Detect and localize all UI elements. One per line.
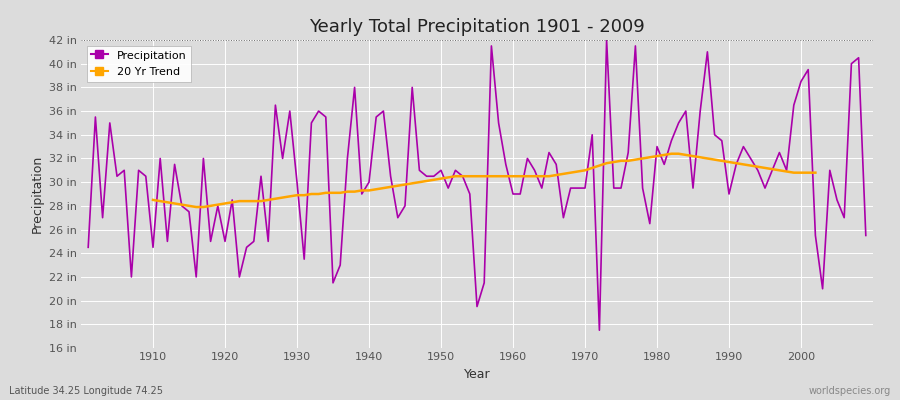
Y-axis label: Precipitation: Precipitation (31, 155, 43, 233)
Text: worldspecies.org: worldspecies.org (809, 386, 891, 396)
Legend: Precipitation, 20 Yr Trend: Precipitation, 20 Yr Trend (86, 46, 191, 82)
X-axis label: Year: Year (464, 368, 490, 381)
Text: Latitude 34.25 Longitude 74.25: Latitude 34.25 Longitude 74.25 (9, 386, 163, 396)
Title: Yearly Total Precipitation 1901 - 2009: Yearly Total Precipitation 1901 - 2009 (309, 18, 645, 36)
